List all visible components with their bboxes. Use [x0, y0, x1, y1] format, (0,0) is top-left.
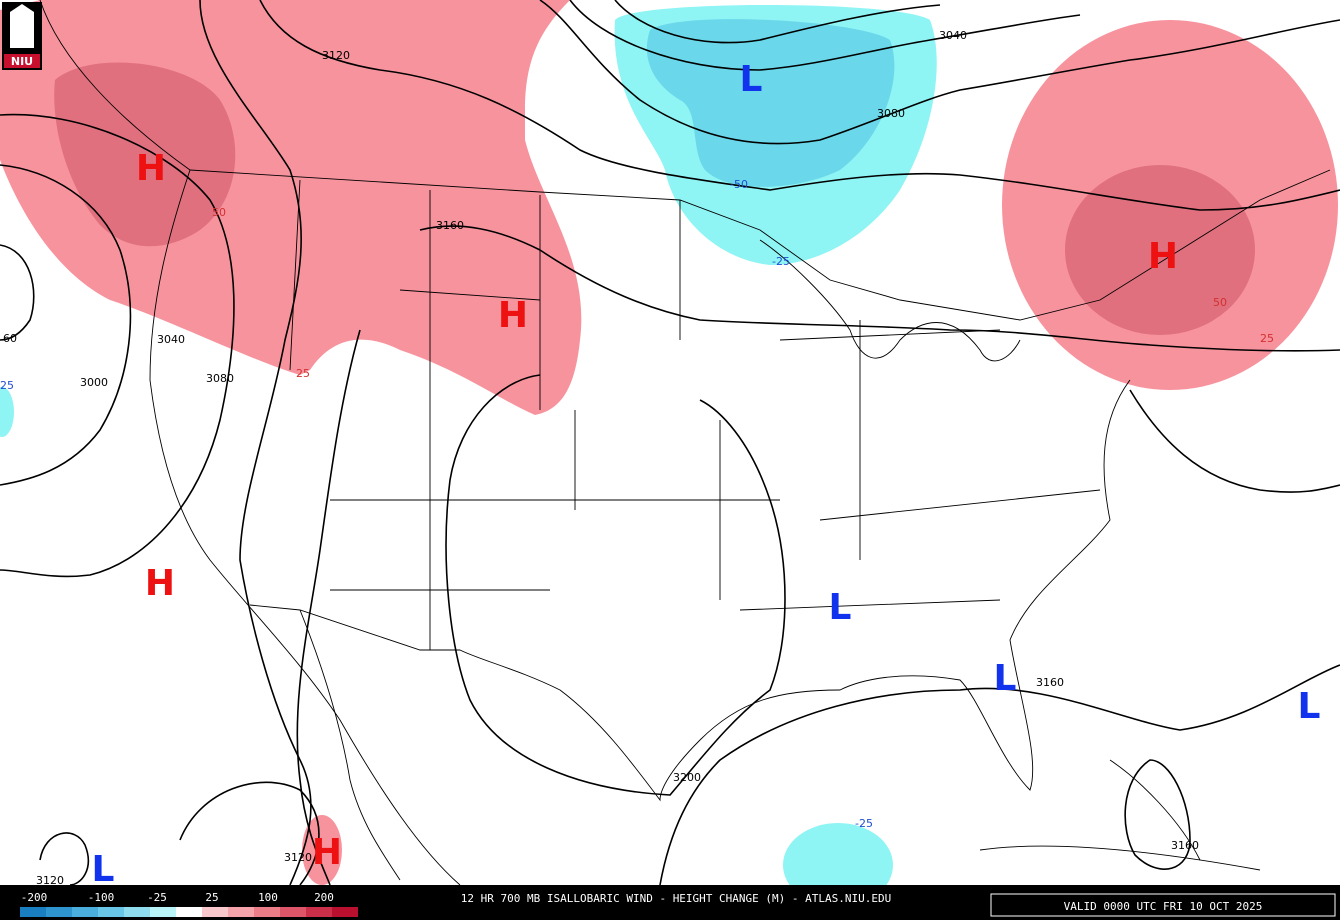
logo-text: NIU: [11, 55, 33, 68]
contour-label: 3120: [284, 851, 312, 864]
high-center: H: [136, 148, 166, 189]
colorbar-swatch: [150, 907, 176, 917]
colorbar-swatch: [202, 907, 228, 917]
contour-label: 3160: [1171, 839, 1199, 852]
footer: -200 -100 -25 25 100 200 12 HR 700 MB IS…: [0, 885, 1340, 920]
colorbar-swatch: [228, 907, 254, 917]
contour-label: 3080: [877, 107, 905, 120]
colorbar-swatch: [98, 907, 124, 917]
low-center: L: [994, 658, 1017, 699]
colorbar-label: -200: [21, 891, 48, 904]
colorbar-label: -100: [88, 891, 115, 904]
high-center: H: [312, 832, 342, 873]
high-center: H: [498, 295, 528, 336]
geography: [39, 0, 1331, 886]
colorbar-swatch: [176, 907, 202, 917]
contour-label: 3160: [1036, 676, 1064, 689]
high-center: H: [1148, 236, 1178, 277]
contour-label: 3040: [939, 29, 967, 42]
contour-label: 3040: [157, 333, 185, 346]
low-center: L: [829, 587, 852, 628]
colorbar-swatch: [306, 907, 332, 917]
change-label: -25: [772, 255, 790, 268]
colorbar-label: 25: [205, 891, 218, 904]
change-label: 50: [212, 206, 226, 219]
height-contours: [0, 0, 1340, 886]
contour-label: 3120: [36, 874, 64, 887]
contour-label: 3160: [436, 219, 464, 232]
change-label: -50: [730, 178, 748, 191]
colorbar-swatch: [124, 907, 150, 917]
footer-title: 12 HR 700 MB ISALLOBARIC WIND - HEIGHT C…: [461, 892, 891, 905]
low-center: L: [740, 59, 763, 100]
change-label: 25: [0, 379, 14, 392]
colorbar-swatch: [46, 907, 72, 917]
contour-label: 3000: [80, 376, 108, 389]
colorbar-swatch: [72, 907, 98, 917]
colorbar-swatch: [332, 907, 358, 917]
change-label: 25: [1260, 332, 1274, 345]
contour-label: 3120: [322, 49, 350, 62]
valid-time: VALID 0000 UTC FRI 10 OCT 2025: [1064, 900, 1263, 913]
pressure-centers: H H H H H L L L L L: [92, 59, 1321, 890]
colorbar-swatch: [280, 907, 306, 917]
logo: NIU: [2, 2, 42, 70]
contour-label: 60: [3, 332, 17, 345]
colorbar-label: -25: [147, 891, 167, 904]
contour-label: 3200: [673, 771, 701, 784]
colorbar-swatch: [20, 907, 46, 917]
contour-label: 3080: [206, 372, 234, 385]
change-label: 25: [296, 367, 310, 380]
change-label: 50: [1213, 296, 1227, 309]
contour-labels: 3120 3160 3040 3000 3080 3040 3080 3160 …: [0, 29, 1274, 887]
high-center: H: [145, 563, 175, 604]
low-center: L: [1298, 686, 1321, 727]
colorbar-label: 200: [314, 891, 334, 904]
low-center: L: [92, 849, 115, 890]
colorbar-swatch: [254, 907, 280, 917]
change-label: -25: [855, 817, 873, 830]
colorbar: [20, 907, 358, 917]
colorbar-label: 100: [258, 891, 278, 904]
